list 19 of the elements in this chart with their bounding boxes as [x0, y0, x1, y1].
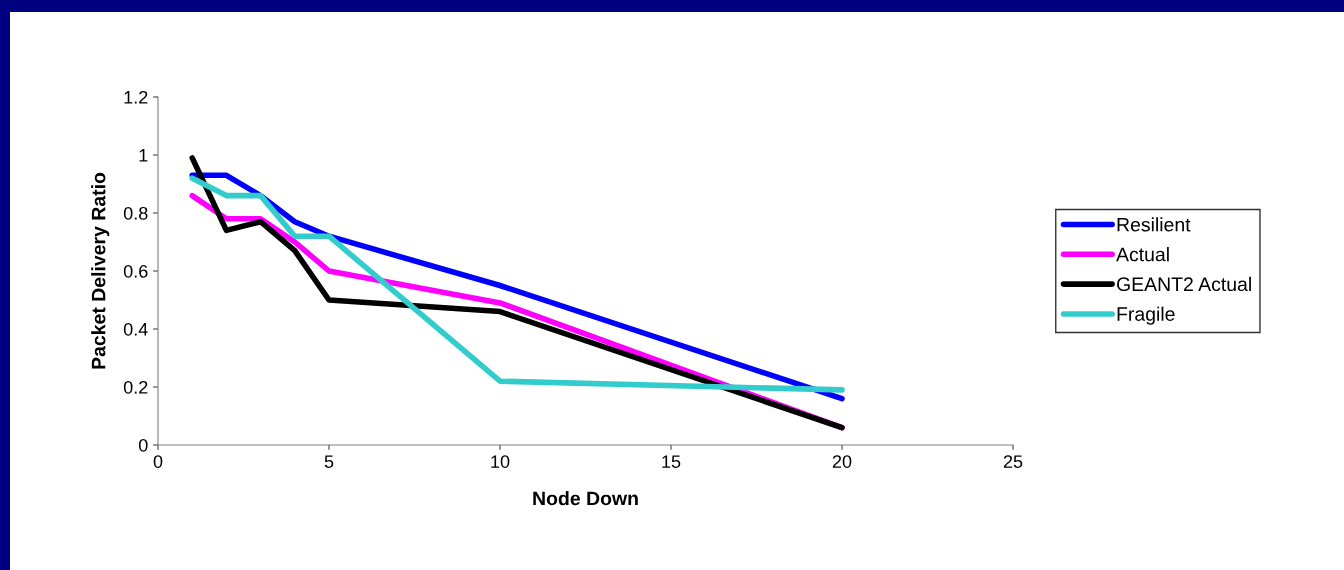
x-tick-label: 5	[324, 455, 334, 468]
legend-label: GEANT2 Actual	[1117, 276, 1251, 292]
y-tick-label: 1	[139, 149, 148, 162]
legend-label: Actual	[1116, 247, 1169, 262]
y-tick-label: 0.2	[123, 380, 148, 394]
x-tick-label: 20	[832, 455, 852, 468]
x-axis-title: Node Down	[533, 491, 638, 506]
y-tick-label: 0.8	[123, 206, 148, 220]
y-tick-label: 1.2	[124, 90, 148, 104]
y-tick-label: 0	[138, 438, 148, 452]
x-tick-label: 25	[1003, 455, 1023, 468]
legend-label: Fragile	[1117, 306, 1175, 325]
y-axis-title: Packet Delivery Ratio	[91, 172, 110, 369]
x-tick-label: 15	[662, 455, 681, 468]
x-tick-label: 10	[491, 455, 510, 468]
legend-label: Resilient	[1117, 217, 1191, 232]
x-tick-label: 0	[153, 455, 163, 468]
y-tick-label: 0.6	[123, 264, 148, 278]
y-tick-label: 0.4	[123, 322, 148, 336]
